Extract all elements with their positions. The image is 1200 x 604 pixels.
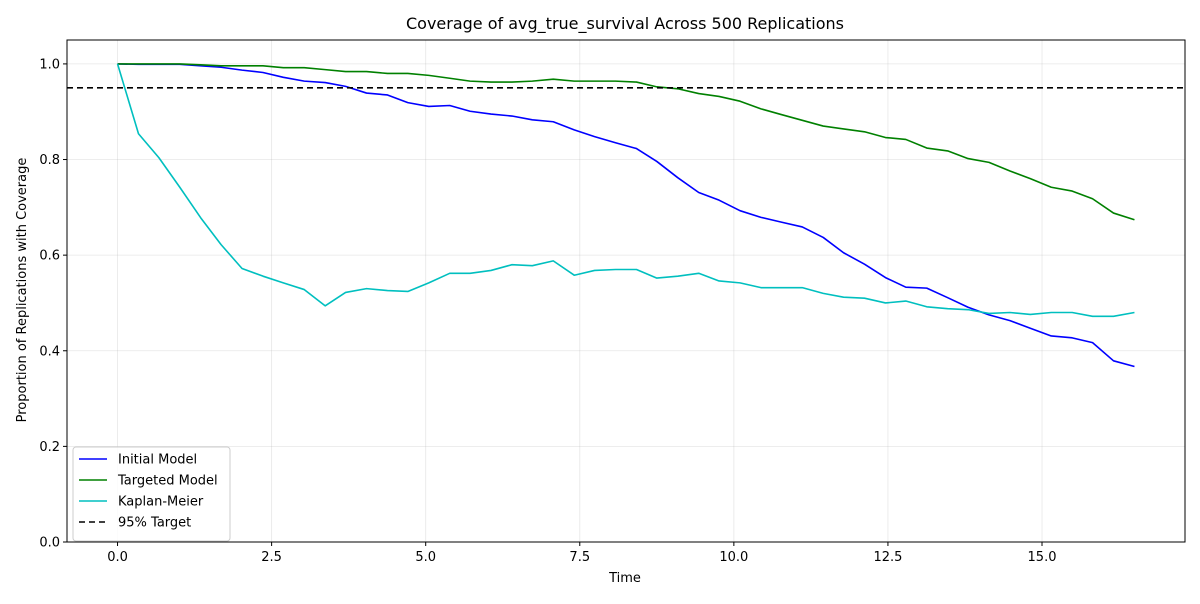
- x-axis-label: Time: [608, 571, 641, 586]
- y-tick-label: 0.8: [39, 153, 60, 168]
- series-line-targeted-model: [117, 63, 1135, 221]
- x-tick-label: 2.5: [261, 550, 282, 565]
- series-line-initial-model: [117, 63, 1135, 368]
- y-tick-label: 1.0: [39, 57, 60, 72]
- plot-frame: [66, 39, 1186, 543]
- tick-layer: 0.0 2.5 5.0 7.5 10.0 12.5 15.0 0.0 0.2 0.4 0.6 0.8 1…: [39, 57, 1056, 565]
- y-tick-label: 0.2: [39, 440, 60, 455]
- y-tick-label: 0.0: [39, 536, 60, 551]
- y-tick-label: 0.4: [39, 344, 60, 359]
- legend-label-targeted-model: Targeted Model: [117, 474, 218, 489]
- legend: Initial Model Targeted Model Kaplan-Meier 9…: [72, 446, 231, 542]
- x-tick-label: 12.5: [873, 550, 902, 565]
- legend-box: [72, 446, 231, 542]
- plot-layer: [67, 63, 1185, 368]
- x-tick-label: 7.5: [569, 550, 590, 565]
- x-tick-label: 15.0: [1028, 550, 1057, 565]
- x-tick-label: 0.0: [107, 550, 128, 565]
- legend-label-initial-model: Initial Model: [118, 453, 197, 468]
- y-tick-label: 0.6: [39, 249, 60, 264]
- series-line-kaplan-meier: [116, 63, 1135, 318]
- x-tick-label: 10.0: [719, 550, 748, 565]
- legend-label-kaplan-meier: Kaplan-Meier: [118, 495, 204, 510]
- x-tick-label: 5.0: [415, 550, 436, 565]
- legend-label-95-target: 95% Target: [118, 516, 191, 531]
- chart-title: Coverage of avg_true_survival Across 500…: [406, 14, 844, 34]
- y-axis-label: Proportion of Replications with Coverage: [15, 158, 30, 423]
